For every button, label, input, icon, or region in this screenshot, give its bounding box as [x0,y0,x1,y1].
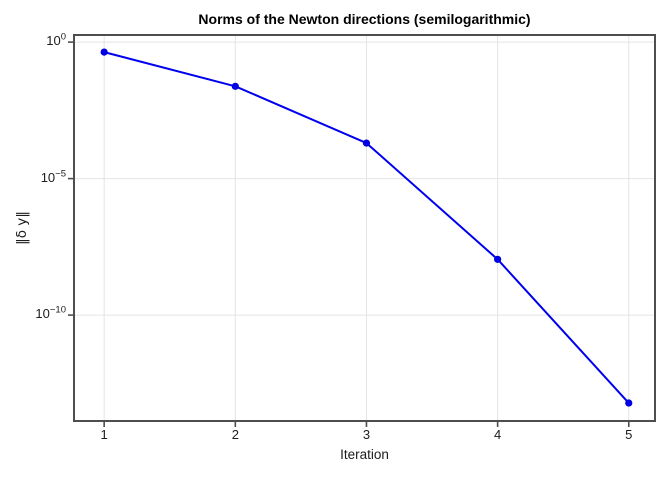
plot-frame [73,34,656,422]
y-tick-label: 100 [46,31,66,49]
data-point [494,255,502,263]
y-tick-label: 10−10 [35,304,66,322]
x-tick-label: 5 [625,427,633,442]
x-tick-label: 4 [493,427,502,442]
chart-title: Norms of the Newton directions (semiloga… [198,11,531,27]
x-tick-label: 3 [362,427,371,442]
data-point [231,82,239,90]
data-point [625,399,633,407]
y-axis-label: ‖δ y‖ [14,210,30,246]
data-point [362,139,371,147]
x-tick-label: 1 [100,427,108,442]
x-tick-label: 2 [231,427,239,442]
data-point [100,48,108,56]
x-axis-label: Iteration [340,447,389,462]
y-tick-label: 10−5 [40,168,66,185]
